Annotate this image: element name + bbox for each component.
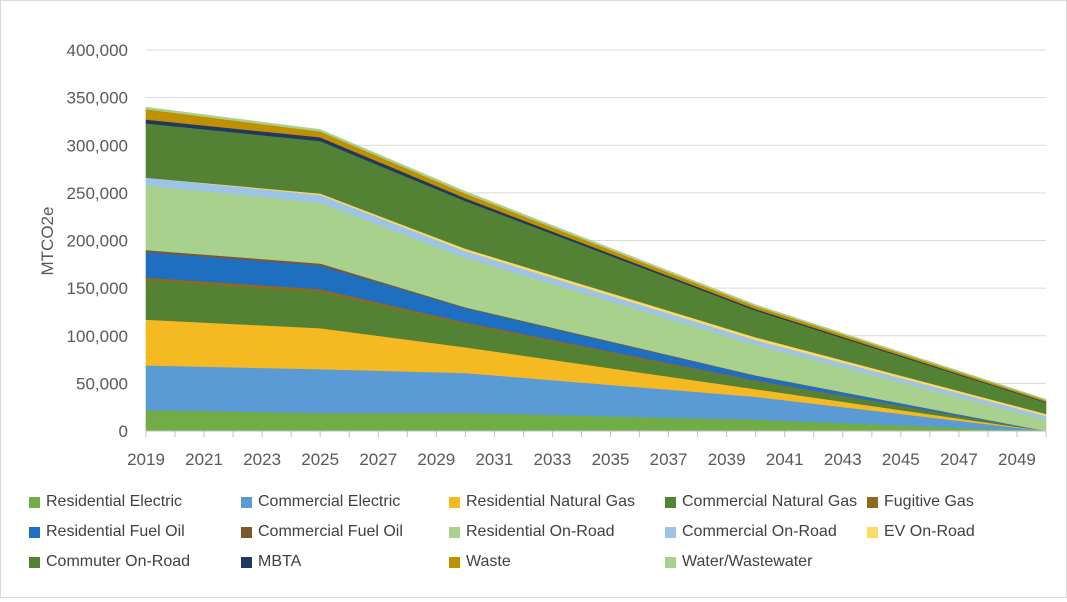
legend-item: Commercial Electric bbox=[241, 493, 400, 511]
legend-swatch bbox=[29, 526, 40, 538]
x-tick-label: 2021 bbox=[185, 450, 223, 469]
y-tick-label: 150,000 bbox=[67, 279, 128, 298]
legend-swatch bbox=[241, 526, 252, 538]
legend-item: EV On-Road bbox=[867, 523, 975, 541]
legend-swatch bbox=[449, 496, 460, 508]
legend-item: Residential Fuel Oil bbox=[29, 523, 185, 541]
x-tick-label: 2033 bbox=[534, 450, 572, 469]
x-tick-label: 2047 bbox=[940, 450, 978, 469]
legend-item: MBTA bbox=[241, 553, 301, 571]
y-tick-label: 350,000 bbox=[67, 89, 128, 108]
y-tick-label: 0 bbox=[119, 422, 128, 441]
x-tick-label: 2043 bbox=[824, 450, 862, 469]
legend-swatch bbox=[449, 556, 460, 568]
legend-label: EV On-Road bbox=[884, 523, 975, 540]
x-tick-label: 2023 bbox=[243, 450, 281, 469]
axes bbox=[145, 430, 1047, 437]
legend-label: Commuter On-Road bbox=[46, 553, 191, 570]
legend-item: Water/Wastewater bbox=[665, 553, 812, 571]
legend-item: Commercial Fuel Oil bbox=[241, 523, 403, 541]
y-tick-label: 50,000 bbox=[76, 374, 128, 393]
x-tick-label: 2049 bbox=[998, 450, 1036, 469]
legend-label: Water/Wastewater bbox=[682, 553, 813, 570]
x-tick-label: 2045 bbox=[882, 450, 920, 469]
legend-label: Residential On-Road bbox=[466, 523, 615, 540]
y-tick-label: 250,000 bbox=[67, 184, 128, 203]
y-tick-labels: 0 50,000 100,000 150,000 200,000 250,000 300,0… bbox=[67, 41, 128, 441]
area-series bbox=[145, 106, 1047, 432]
legend-label: Residential Natural Gas bbox=[466, 493, 635, 510]
y-tick-label: 200,000 bbox=[67, 232, 128, 251]
x-tick-label: 2019 bbox=[127, 450, 165, 469]
x-tick-label: 2035 bbox=[592, 450, 630, 469]
x-tick-label: 2031 bbox=[475, 450, 513, 469]
x-tick-label: 2025 bbox=[301, 450, 339, 469]
x-tick-label: 2029 bbox=[417, 450, 455, 469]
legend-label: Residential Electric bbox=[46, 493, 183, 510]
legend-swatch bbox=[867, 526, 878, 538]
legend-swatch bbox=[29, 496, 40, 508]
legend-swatch bbox=[241, 556, 252, 568]
legend-label: Fugitive Gas bbox=[884, 493, 974, 510]
legend-item: Fugitive Gas bbox=[867, 493, 974, 511]
y-tick-label: 100,000 bbox=[67, 327, 128, 346]
legend-swatch bbox=[29, 556, 40, 568]
y-tick-label: 300,000 bbox=[67, 136, 128, 155]
legend-label: MBTA bbox=[258, 553, 302, 570]
legend-label: Waste bbox=[466, 553, 511, 570]
area-water-wastewater bbox=[145, 106, 1047, 401]
legend-label: Commercial Fuel Oil bbox=[258, 523, 403, 540]
legend-label: Commercial Electric bbox=[258, 493, 401, 510]
x-tick-label: 2039 bbox=[708, 450, 746, 469]
x-tick-label: 2037 bbox=[650, 450, 688, 469]
legend-label: Commercial Natural Gas bbox=[682, 493, 858, 510]
legend-swatch bbox=[665, 526, 676, 538]
y-axis-label: MTCO2e bbox=[38, 207, 57, 276]
legend-swatch bbox=[241, 496, 252, 508]
legend-item: Commercial On-Road bbox=[665, 523, 837, 541]
legend-item: Residential Natural Gas bbox=[449, 493, 635, 511]
legend-item: Commercial Natural Gas bbox=[665, 493, 857, 511]
legend-swatch bbox=[665, 496, 676, 508]
y-tick-label: 400,000 bbox=[67, 41, 128, 60]
x-tick-label: 2027 bbox=[359, 450, 397, 469]
legend-label: Residential Fuel Oil bbox=[46, 523, 185, 540]
x-tick-labels: 2019 2021 2023 2025 2027 2029 2031 2033 2035 2037… bbox=[127, 450, 1036, 469]
legend-swatch bbox=[449, 526, 460, 538]
legend-item: Waste bbox=[449, 553, 511, 571]
legend-item: Residential On-Road bbox=[449, 523, 615, 541]
legend-item: Residential Electric bbox=[29, 493, 182, 511]
x-tick-label: 2041 bbox=[766, 450, 804, 469]
legend-label: Commercial On-Road bbox=[682, 523, 837, 540]
legend-item: Commuter On-Road bbox=[29, 553, 190, 571]
legend-swatch bbox=[867, 496, 878, 508]
legend-swatch bbox=[665, 556, 676, 568]
